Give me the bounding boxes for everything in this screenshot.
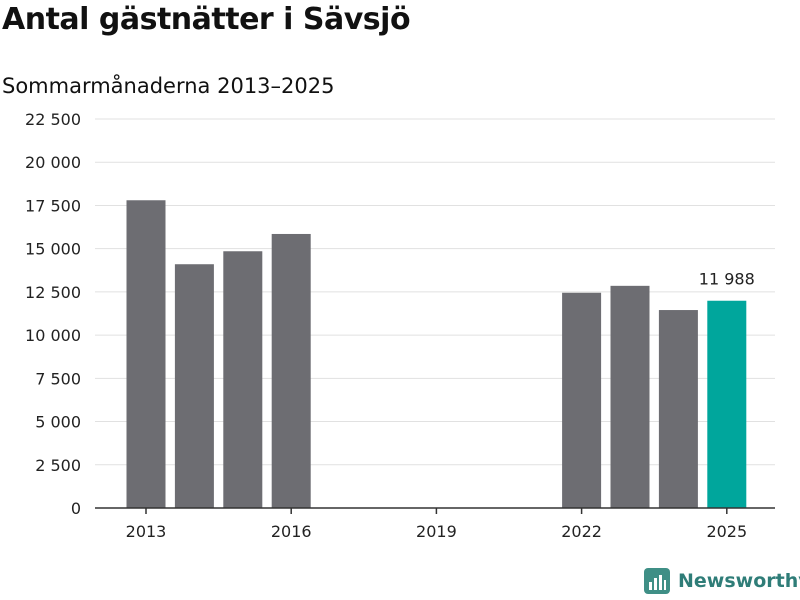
bar-2025 xyxy=(707,300,747,508)
bars xyxy=(126,200,747,508)
y-tick-label: 5 000 xyxy=(35,413,81,432)
x-tick-label: 2022 xyxy=(561,522,602,541)
bar-2015 xyxy=(223,251,263,508)
chart-title: Antal gästnätter i Sävsjö xyxy=(2,2,411,37)
bar-chart-logo-icon xyxy=(644,568,670,594)
x-tick-label: 2025 xyxy=(706,522,747,541)
y-axis-ticks: 0 2 500 5 000 7 500 10 000 12 500 15 000 17 500… xyxy=(25,110,81,518)
chart-subtitle: Sommarmånaderna 2013–2025 xyxy=(2,74,335,98)
bar-2023 xyxy=(610,285,650,508)
x-axis-ticks: 2013 2016 2019 2022 2025 xyxy=(126,508,747,541)
y-tick-label: 17 500 xyxy=(25,196,81,215)
bar-2014 xyxy=(174,264,214,508)
y-tick-label: 12 500 xyxy=(25,283,81,302)
y-tick-label: 2 500 xyxy=(35,456,81,475)
x-tick-label: 2019 xyxy=(416,522,457,541)
brand-name: Newsworthy xyxy=(678,570,800,592)
brand-logo: Newsworthy xyxy=(644,568,800,594)
x-tick-label: 2016 xyxy=(271,522,312,541)
bar-2022 xyxy=(562,292,602,508)
data-labels: 11 988 xyxy=(699,270,755,289)
y-tick-label: 0 xyxy=(71,499,81,518)
y-tick-label: 22 500 xyxy=(25,110,81,129)
y-tick-label: 7 500 xyxy=(35,369,81,388)
bar-2016 xyxy=(271,233,311,508)
x-tick-label: 2013 xyxy=(126,522,167,541)
y-tick-label: 15 000 xyxy=(25,240,81,259)
y-tick-label: 20 000 xyxy=(25,153,81,172)
y-tick-label: 10 000 xyxy=(25,326,81,345)
data-label: 11 988 xyxy=(699,270,755,289)
bar-2013 xyxy=(126,200,166,508)
bar-2024 xyxy=(658,310,698,508)
